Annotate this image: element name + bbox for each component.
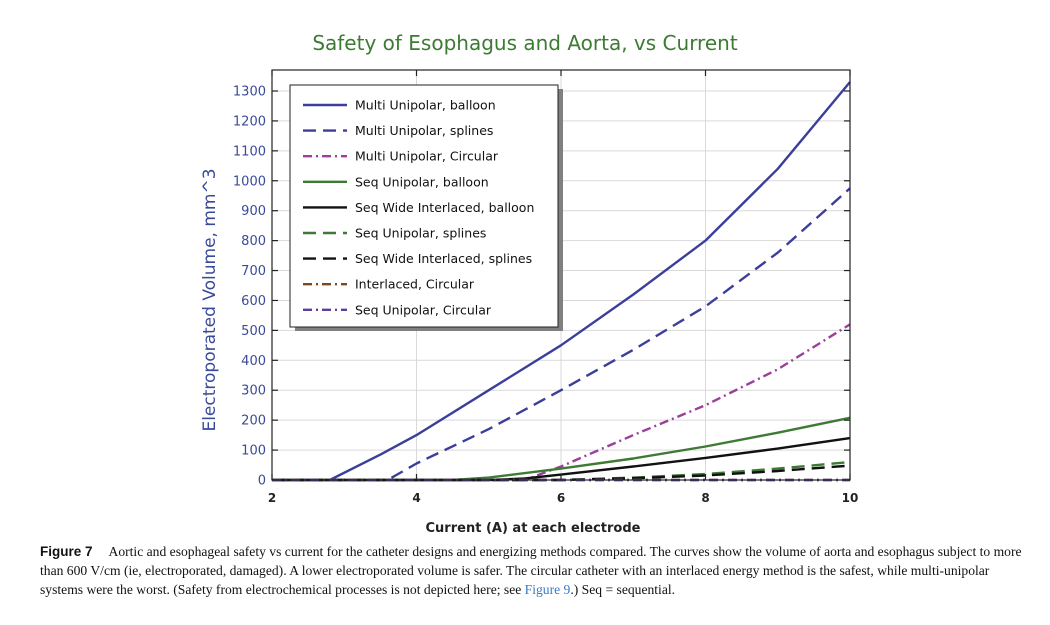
x-tick-label: 8: [701, 491, 709, 505]
legend-label: Seq Wide Interlaced, splines: [355, 251, 532, 266]
chart-title: Safety of Esophagus and Aorta, vs Curren…: [312, 31, 738, 55]
x-tick-label: 6: [557, 491, 565, 505]
y-tick-label: 1200: [233, 114, 266, 129]
legend-label: Seq Wide Interlaced, balloon: [355, 200, 534, 215]
legend-label: Multi Unipolar, splines: [355, 123, 493, 138]
x-tick-label: 4: [412, 491, 420, 505]
series-line: [272, 187, 851, 482]
legend-label: Seq Unipolar, splines: [355, 226, 486, 241]
x-tick-label: 10: [842, 491, 859, 505]
y-tick-label: 300: [241, 384, 266, 399]
x-tick-label: 2: [268, 491, 276, 505]
y-axis-label: Electroporated Volume, mm^3: [200, 168, 220, 431]
y-tick-label: 0: [258, 474, 266, 489]
figure-caption: Figure 7 Aortic and esophageal safety vs …: [40, 542, 1025, 599]
y-tick-label: 800: [241, 234, 266, 249]
series-line: [272, 81, 851, 482]
y-tick-label: 1300: [233, 85, 266, 100]
caption-text-end: .) Seq = sequential.: [570, 582, 676, 597]
y-tick-label: 1100: [233, 144, 266, 159]
legend-label: Interlaced, Circular: [355, 277, 475, 292]
y-tick-label: 200: [241, 414, 266, 429]
figure-9-link[interactable]: Figure 9: [524, 582, 571, 597]
y-tick-label: 600: [241, 294, 266, 309]
legend-label: Seq Unipolar, balloon: [355, 174, 489, 189]
y-tick-label: 100: [241, 444, 266, 459]
legend-label: Multi Unipolar, Circular: [355, 149, 499, 164]
y-tick-label: 400: [241, 354, 266, 369]
x-axis-label: Current (A) at each electrode: [426, 521, 641, 536]
caption-text: Aortic and esophageal safety vs current …: [40, 544, 1022, 597]
figure-label: Figure 7: [40, 544, 93, 559]
legend-label: Seq Unipolar, Circular: [355, 302, 492, 317]
legend-label: Multi Unipolar, balloon: [355, 98, 496, 113]
y-tick-label: 500: [241, 324, 266, 339]
y-tick-label: 700: [241, 264, 266, 279]
chart: Safety of Esophagus and Aorta, vs Curren…: [200, 31, 858, 536]
legend-box: [289, 84, 559, 328]
axis-ticks: 0 100 200 300 400 500 600 700 800 900 1000 1100 1200…: [233, 70, 858, 505]
y-tick-label: 900: [241, 204, 266, 219]
y-tick-label: 1000: [233, 174, 266, 189]
legend: Multi Unipolar, balloon Multi Unipolar, s…: [289, 84, 563, 331]
